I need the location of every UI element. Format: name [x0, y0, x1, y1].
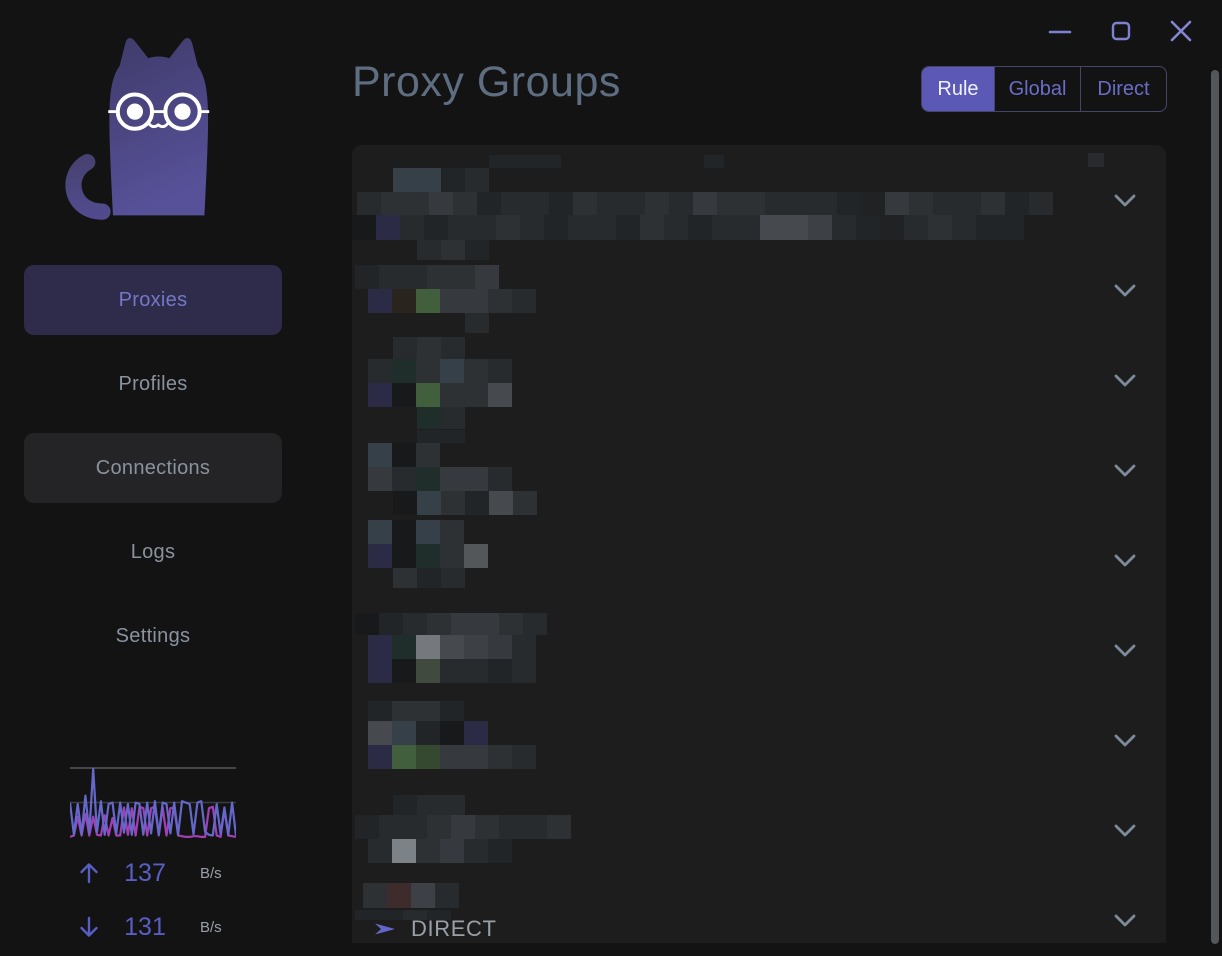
close-button[interactable] [1167, 16, 1195, 44]
redacted-text-block [704, 155, 724, 168]
redacted-text-block [417, 240, 489, 260]
maximize-button[interactable] [1107, 16, 1135, 44]
redacted-text-block [368, 467, 512, 491]
redacted-text-block [368, 839, 512, 863]
upload-stat: 137 B/s [70, 858, 240, 888]
redacted-text-block [417, 430, 465, 443]
redacted-text-block [352, 215, 1024, 240]
redacted-text-block [355, 910, 451, 920]
redacted-text-block [368, 635, 536, 659]
proxy-groups-panel: DIRECT [352, 145, 1166, 943]
cat-logo [65, 38, 210, 220]
redacted-text-block [368, 701, 464, 721]
proxy-group-1-chevron-down-icon[interactable] [1113, 193, 1137, 209]
sidebar-item-logs[interactable]: Logs [130, 540, 176, 563]
page-title: Proxy Groups [352, 58, 621, 106]
redacted-text-block [368, 359, 512, 383]
proxy-group-2-chevron-down-icon[interactable] [1113, 283, 1137, 299]
redacted-text-block [368, 721, 488, 745]
download-arrow-icon [80, 916, 98, 937]
redacted-text-block [417, 407, 465, 429]
proxy-group-9-chevron-down-icon[interactable] [1113, 913, 1137, 929]
mode-tab-direct[interactable]: Direct [1080, 67, 1166, 111]
redacted-text-block [355, 613, 547, 635]
proxy-group-8-chevron-down-icon[interactable] [1113, 823, 1137, 839]
mode-tab-rule[interactable]: Rule [922, 67, 994, 111]
scrollbar-thumb[interactable] [1211, 70, 1219, 944]
proxy-group-3-chevron-down-icon[interactable] [1113, 373, 1137, 389]
download-speed-value: 131 [124, 912, 166, 941]
redacted-text-block [368, 745, 536, 769]
redacted-text-block [363, 883, 459, 908]
upload-speed-unit: B/s [200, 864, 222, 882]
download-speed-unit: B/s [200, 918, 222, 936]
redacted-text-block [368, 520, 464, 544]
upload-speed-value: 137 [124, 858, 166, 887]
direct-label: DIRECT [411, 916, 497, 941]
traffic-line-down [70, 767, 236, 837]
redacted-text-block [393, 491, 537, 515]
proxy-group-5-chevron-down-icon[interactable] [1113, 553, 1137, 569]
redacted-text-block [368, 659, 536, 683]
redacted-text-block [393, 168, 489, 192]
redacted-text-block [355, 815, 571, 839]
redacted-text-block [355, 265, 499, 289]
proxy-group-6-chevron-down-icon[interactable] [1113, 643, 1137, 659]
redacted-text-block [368, 289, 536, 313]
redacted-text-block [393, 795, 465, 815]
close-icon [1170, 20, 1192, 42]
redacted-text-block [368, 544, 488, 568]
sidebar-item-profiles[interactable]: Profiles [118, 372, 188, 395]
redacted-text-block [1088, 153, 1104, 167]
traffic-line-up [70, 805, 236, 839]
redacted-text-block [465, 313, 489, 333]
upload-arrow-icon [80, 863, 98, 884]
direct-proxy-row[interactable]: DIRECT [372, 916, 497, 942]
sidebar-item-settings[interactable]: Settings [115, 624, 191, 647]
maximize-icon [1111, 21, 1131, 41]
minimize-button[interactable] [1046, 16, 1074, 44]
sidebar-item-connections[interactable]: Connections [24, 433, 282, 503]
proxy-group-7-chevron-down-icon[interactable] [1113, 733, 1137, 749]
download-stat: 131 B/s [70, 912, 240, 942]
redacted-text-block [393, 337, 465, 359]
mode-tab-group: Rule Global Direct [921, 66, 1167, 112]
redacted-text-block [357, 192, 1053, 215]
redacted-text-block [368, 443, 440, 467]
sidebar-item-proxies[interactable]: Proxies [24, 265, 282, 335]
redacted-text-block [368, 383, 512, 407]
traffic-graph [70, 767, 236, 839]
redacted-text-block [489, 155, 561, 168]
minimize-icon [1048, 30, 1072, 34]
redacted-text-block [393, 568, 465, 588]
proxy-group-4-chevron-down-icon[interactable] [1113, 463, 1137, 479]
direct-arrow-icon [375, 923, 395, 935]
mode-tab-global[interactable]: Global [994, 67, 1080, 111]
